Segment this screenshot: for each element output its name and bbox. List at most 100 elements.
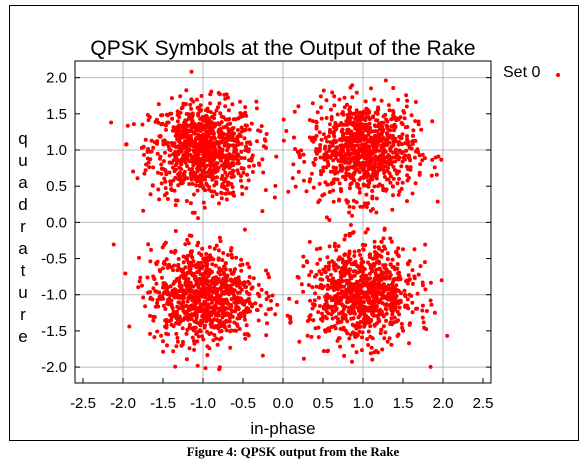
data-point: [210, 194, 215, 199]
data-point: [173, 203, 178, 208]
data-point: [201, 306, 205, 311]
data-point: [319, 172, 324, 177]
data-point: [296, 104, 301, 109]
data-point: [206, 279, 211, 284]
data-point: [323, 135, 328, 140]
data-point: [363, 319, 368, 324]
data-point: [172, 169, 177, 174]
data-point: [361, 151, 366, 156]
data-point: [281, 117, 286, 122]
data-point: [141, 144, 146, 149]
legend-marker: [556, 73, 560, 77]
data-point: [379, 157, 384, 162]
data-point: [243, 127, 248, 132]
data-point: [402, 110, 407, 115]
data-point: [263, 312, 268, 317]
data-point: [194, 313, 199, 318]
data-point: [339, 138, 344, 143]
data-point: [315, 110, 320, 115]
data-point: [354, 323, 359, 328]
data-point: [314, 126, 319, 131]
data-point: [405, 297, 410, 302]
data-point: [304, 259, 309, 264]
data-point: [360, 126, 365, 131]
data-point: [164, 257, 169, 262]
data-point: [246, 149, 251, 154]
data-point: [193, 171, 198, 176]
data-point: [319, 137, 324, 142]
data-point: [202, 155, 207, 160]
data-point: [217, 127, 222, 132]
data-point: [334, 306, 339, 311]
data-point: [172, 280, 177, 284]
data-point: [342, 95, 347, 100]
data-point: [200, 334, 205, 339]
data-point: [171, 349, 176, 354]
data-point: [199, 294, 204, 299]
data-point: [213, 313, 218, 318]
data-point: [389, 342, 394, 347]
data-point: [382, 289, 387, 293]
data-point: [174, 145, 179, 149]
data-point: [434, 172, 439, 177]
y-tick-label: 2.0: [46, 70, 67, 87]
data-point: [244, 144, 248, 149]
data-point: [264, 290, 269, 295]
data-point: [396, 246, 401, 251]
data-point: [155, 259, 160, 264]
data-point: [382, 142, 387, 147]
data-point: [388, 305, 393, 310]
data-point: [369, 174, 374, 179]
data-point: [188, 102, 193, 107]
data-point: [355, 264, 360, 269]
data-point: [159, 333, 164, 338]
data-point: [315, 261, 320, 266]
data-point: [220, 151, 225, 156]
data-point: [323, 294, 328, 299]
data-point: [183, 311, 187, 316]
data-point: [310, 306, 315, 311]
data-point: [168, 182, 173, 187]
x-tick-label: 2.0: [433, 395, 454, 412]
data-point: [204, 129, 208, 134]
data-point: [324, 298, 329, 303]
data-point: [398, 300, 403, 304]
data-point: [385, 257, 390, 262]
data-point: [215, 175, 219, 180]
data-point: [390, 184, 395, 189]
data-point: [319, 317, 323, 322]
data-point: [310, 119, 315, 124]
data-point: [212, 189, 217, 194]
y-tick-label: -1.0: [41, 287, 67, 304]
data-point: [332, 241, 337, 246]
data-point: [161, 159, 166, 164]
data-point: [155, 301, 160, 305]
data-point: [179, 289, 184, 293]
data-point: [338, 148, 343, 153]
data-point: [331, 131, 336, 136]
data-point: [203, 116, 208, 121]
data-point: [159, 113, 164, 118]
data-point: [226, 108, 231, 113]
data-point: [364, 106, 369, 111]
data-point: [208, 318, 213, 323]
data-point: [236, 171, 241, 176]
data-point: [164, 323, 169, 328]
data-point: [409, 113, 414, 118]
data-point: [382, 168, 387, 173]
data-point: [333, 262, 338, 267]
data-point: [245, 332, 250, 336]
data-point: [159, 181, 164, 186]
data-point: [314, 134, 319, 138]
data-point: [313, 291, 318, 296]
data-point: [315, 151, 319, 156]
data-point: [179, 167, 184, 171]
data-point: [306, 283, 311, 287]
data-point: [376, 184, 380, 189]
data-point: [294, 300, 299, 305]
data-point: [327, 144, 332, 149]
data-point: [386, 159, 391, 164]
data-point: [329, 117, 334, 122]
data-point: [209, 89, 214, 94]
data-point: [365, 158, 370, 163]
